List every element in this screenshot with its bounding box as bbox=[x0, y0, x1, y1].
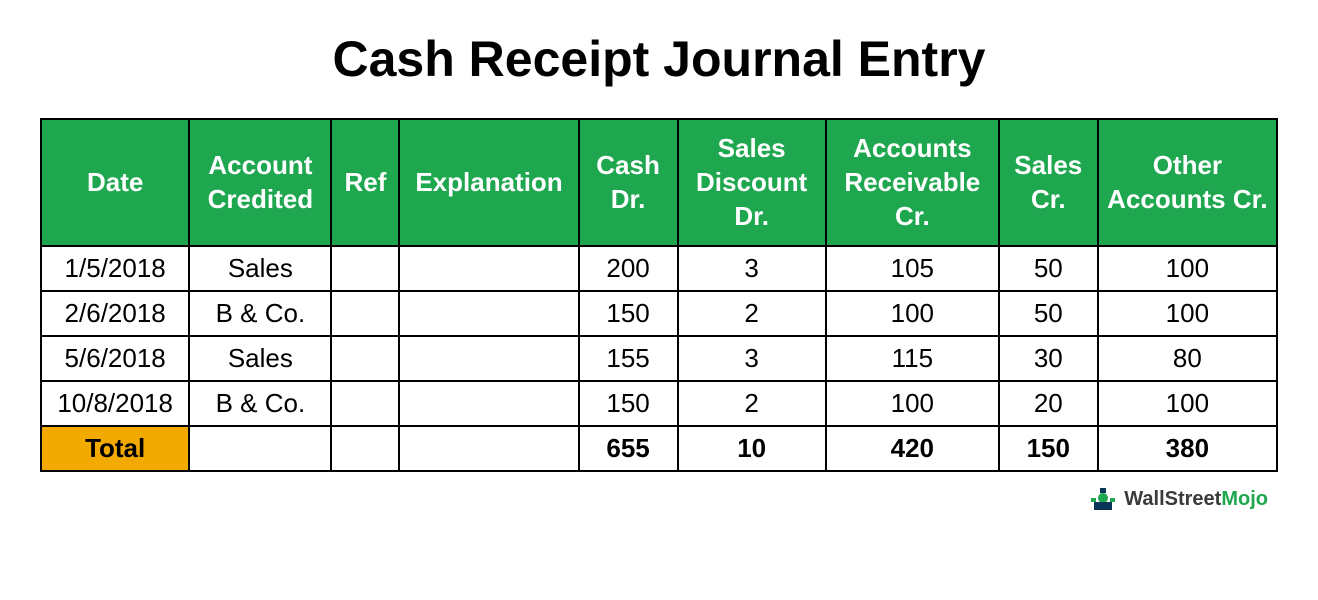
table-cell: 3 bbox=[678, 246, 826, 291]
table-cell: 100 bbox=[1098, 381, 1277, 426]
table-cell: 150 bbox=[579, 291, 678, 336]
table-cell: 105 bbox=[826, 246, 999, 291]
col-header: Date bbox=[41, 119, 189, 246]
total-cell bbox=[189, 426, 331, 471]
table-cell: 200 bbox=[579, 246, 678, 291]
table-cell: 50 bbox=[999, 246, 1098, 291]
table-cell: 155 bbox=[579, 336, 678, 381]
total-cell: 380 bbox=[1098, 426, 1277, 471]
table-row: 2/6/2018B & Co.150210050100 bbox=[41, 291, 1277, 336]
table-cell bbox=[399, 336, 578, 381]
table-cell: 20 bbox=[999, 381, 1098, 426]
table-total-row: Total 65510420150380 bbox=[41, 426, 1277, 471]
table-cell: B & Co. bbox=[189, 381, 331, 426]
table-cell: 30 bbox=[999, 336, 1098, 381]
table-cell: 2 bbox=[678, 291, 826, 336]
table-row: 10/8/2018B & Co.150210020100 bbox=[41, 381, 1277, 426]
table-cell: 80 bbox=[1098, 336, 1277, 381]
table-cell: 10/8/2018 bbox=[41, 381, 189, 426]
table-cell: 100 bbox=[826, 291, 999, 336]
table-cell: 3 bbox=[678, 336, 826, 381]
table-cell bbox=[331, 381, 399, 426]
col-header: Explanation bbox=[399, 119, 578, 246]
total-cell: 150 bbox=[999, 426, 1098, 471]
table-cell bbox=[331, 246, 399, 291]
table-cell bbox=[399, 246, 578, 291]
table-cell bbox=[399, 291, 578, 336]
col-header: Accounts Receivable Cr. bbox=[826, 119, 999, 246]
col-header: Account Credited bbox=[189, 119, 331, 246]
table-cell: 50 bbox=[999, 291, 1098, 336]
table-row: 1/5/2018Sales 200310550100 bbox=[41, 246, 1277, 291]
col-header: Sales Cr. bbox=[999, 119, 1098, 246]
table-cell: 5/6/2018 bbox=[41, 336, 189, 381]
col-header: Cash Dr. bbox=[579, 119, 678, 246]
journal-table: DateAccount CreditedRefExplanationCash D… bbox=[40, 118, 1278, 472]
page-title: Cash Receipt Journal Entry bbox=[40, 30, 1278, 88]
table-cell: 150 bbox=[579, 381, 678, 426]
table-cell: 2 bbox=[678, 381, 826, 426]
total-cell bbox=[399, 426, 578, 471]
wallstreetmojo-logo-icon bbox=[1088, 484, 1118, 514]
table-cell bbox=[399, 381, 578, 426]
table-header-row: DateAccount CreditedRefExplanationCash D… bbox=[41, 119, 1277, 246]
attribution-pre: WallStreet bbox=[1124, 488, 1221, 510]
table-cell: 115 bbox=[826, 336, 999, 381]
total-label: Total bbox=[41, 426, 189, 471]
total-cell: 10 bbox=[678, 426, 826, 471]
total-cell bbox=[331, 426, 399, 471]
table-cell bbox=[331, 291, 399, 336]
table-cell bbox=[331, 336, 399, 381]
table-cell: 1/5/2018 bbox=[41, 246, 189, 291]
table-cell: 100 bbox=[826, 381, 999, 426]
table-cell: 2/6/2018 bbox=[41, 291, 189, 336]
table-cell: 100 bbox=[1098, 291, 1277, 336]
table-cell: B & Co. bbox=[189, 291, 331, 336]
table-cell: 100 bbox=[1098, 246, 1277, 291]
table-cell: Sales bbox=[189, 246, 331, 291]
attribution: WallStreetMojo bbox=[40, 484, 1278, 514]
table-cell: Sales bbox=[189, 336, 331, 381]
attribution-accent: Mojo bbox=[1221, 488, 1268, 510]
col-header: Sales Discount Dr. bbox=[678, 119, 826, 246]
total-cell: 655 bbox=[579, 426, 678, 471]
col-header: Ref bbox=[331, 119, 399, 246]
table-row: 5/6/2018Sales 15531153080 bbox=[41, 336, 1277, 381]
col-header: Other Accounts Cr. bbox=[1098, 119, 1277, 246]
total-cell: 420 bbox=[826, 426, 999, 471]
